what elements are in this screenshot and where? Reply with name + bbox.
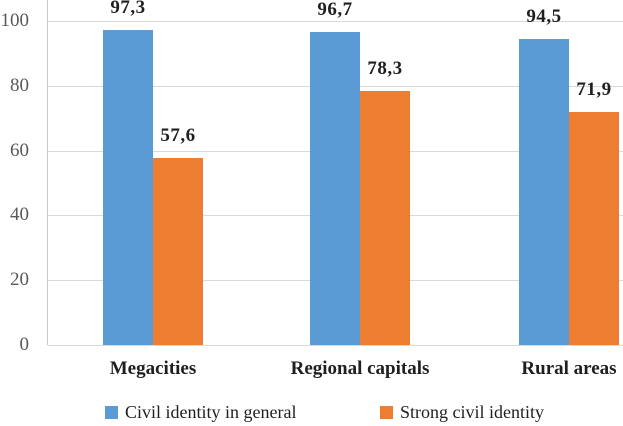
gridline-y0 — [48, 345, 623, 346]
bar-series1-cat3 — [519, 39, 569, 345]
data-label: 94,5 — [526, 6, 562, 27]
bar-series2-cat2 — [360, 91, 410, 345]
legend-item: Strong civil identity — [380, 402, 544, 423]
legend-swatch-icon — [105, 406, 118, 419]
data-label: 71,9 — [576, 79, 612, 100]
legend-swatch-icon — [380, 406, 393, 419]
category-label: Regional capitals — [290, 358, 430, 379]
legend: Civil identity in general Strong civil id… — [0, 402, 623, 426]
legend-label: Civil identity in general — [125, 402, 297, 422]
y-axis-tick-label: 80 — [10, 75, 29, 96]
gridline-y100 — [48, 21, 623, 22]
data-label: 97,3 — [110, 0, 146, 18]
category-label: Rural areas — [521, 358, 617, 379]
y-axis-tick-label: 60 — [10, 140, 29, 161]
y-axis-tick-label: 40 — [10, 204, 29, 225]
bar-series2-cat3 — [569, 112, 619, 345]
y-axis-tick-label: 100 — [0, 10, 30, 31]
bar-series1-cat2 — [310, 32, 360, 345]
y-axis-line — [47, 0, 48, 345]
legend-item: Civil identity in general — [105, 402, 296, 423]
data-label: 57,6 — [160, 125, 196, 146]
plot-area: 0 20 40 60 80 100 97,3 96,7 94,5 57,6 78,3 71,9 — [0, 0, 623, 355]
data-label: 78,3 — [367, 58, 403, 79]
bar-series2-cat1 — [153, 158, 203, 345]
bar-series1-cat1 — [103, 30, 153, 345]
data-label: 96,7 — [317, 0, 353, 20]
y-axis-tick-label: 20 — [10, 269, 29, 290]
category-label: Megacities — [109, 358, 197, 379]
y-axis-tick-label: 0 — [19, 334, 30, 355]
legend-label: Strong civil identity — [400, 402, 544, 422]
